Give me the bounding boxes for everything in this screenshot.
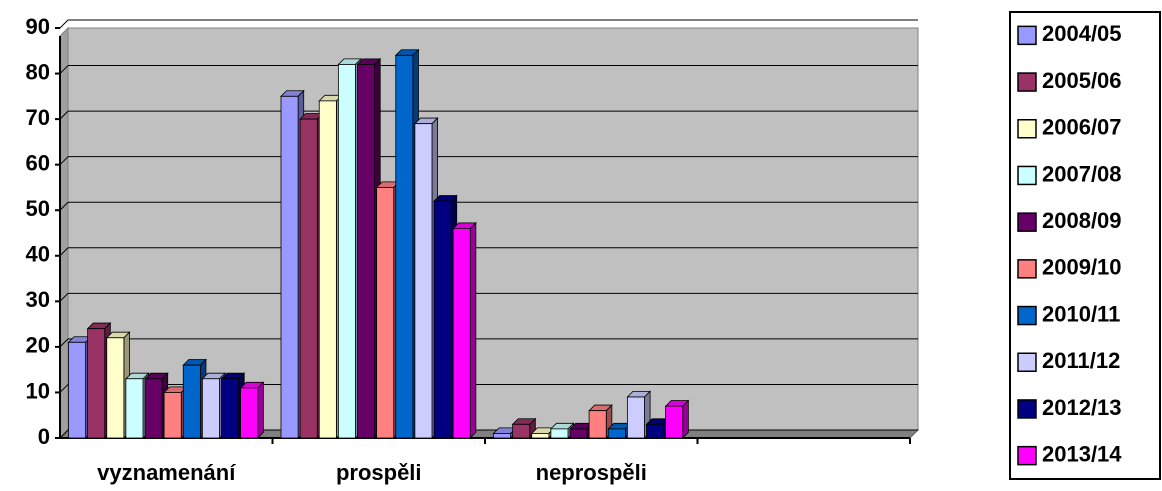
bar [318, 100, 337, 439]
grid-line [59, 429, 69, 439]
grid-line [59, 247, 69, 257]
legend-swatch [1017, 399, 1037, 419]
grid-line [59, 65, 69, 74]
y-tick-label: 10 [26, 378, 50, 403]
bar [357, 64, 376, 439]
bar [106, 337, 125, 439]
legend-label: 2007/08 [1042, 161, 1122, 186]
legend-label: 2013/14 [1042, 441, 1122, 466]
y-tick-label: 60 [26, 150, 50, 175]
bar-side [469, 221, 477, 439]
bar [626, 396, 645, 439]
bar [414, 123, 433, 439]
legend-label: 2012/13 [1042, 395, 1122, 420]
legend-swatch [1017, 25, 1037, 46]
x-tick-label: neprospěli [536, 460, 647, 485]
legend-label: 2010/11 [1042, 301, 1120, 326]
y-tick-label: 20 [26, 333, 50, 358]
bar [144, 378, 163, 439]
bar-side [682, 399, 689, 439]
bar [201, 378, 220, 439]
y-tick-label: 70 [26, 105, 50, 130]
grid-line [59, 156, 69, 166]
y-tick-label: 40 [26, 242, 50, 267]
bar [646, 423, 665, 439]
grid-line [59, 201, 69, 211]
bar [665, 405, 684, 439]
legend-swatch [1017, 165, 1037, 186]
y-tick-label: 30 [26, 287, 50, 312]
y-tick-label: 90 [26, 14, 50, 39]
bar [299, 118, 318, 439]
bar-side [257, 381, 264, 439]
legend-label: 2008/09 [1042, 208, 1122, 233]
bar [531, 433, 550, 439]
y-tick-label: 80 [26, 59, 50, 84]
legend-swatch [1017, 259, 1037, 279]
x-tick-label: prospěli [336, 460, 422, 485]
grid-line [59, 292, 69, 302]
grid-line [59, 19, 69, 29]
bar [87, 328, 106, 439]
x-tick-label: vyznamenání [97, 460, 236, 485]
y-tick-label: 50 [26, 196, 50, 221]
bar [607, 428, 626, 439]
grid-line [59, 384, 69, 393]
grid-line [59, 110, 69, 120]
bar [433, 200, 452, 439]
bar [452, 228, 471, 439]
bar [182, 364, 201, 439]
bar [125, 378, 144, 439]
bar [337, 64, 356, 439]
bar [588, 410, 607, 439]
legend-label: 2006/07 [1042, 115, 1122, 140]
legend-swatch [1017, 119, 1037, 139]
bar [163, 392, 182, 439]
bar [280, 95, 299, 439]
bar [512, 423, 531, 439]
legend-swatch [1017, 445, 1037, 466]
bar [68, 341, 87, 439]
legend-swatch [1017, 352, 1037, 372]
side-wall [59, 26, 69, 440]
legend-swatch [1017, 305, 1037, 326]
legend-label: 2011/12 [1042, 348, 1120, 373]
bar [240, 387, 259, 439]
legend-swatch [1017, 212, 1037, 232]
legend-swatch [1017, 72, 1037, 92]
bar [395, 54, 414, 439]
y-tick-label: 0 [38, 424, 50, 449]
bar [550, 428, 569, 439]
legend-label: 2005/06 [1042, 68, 1122, 93]
bar [221, 378, 240, 439]
bar [569, 428, 588, 439]
bar [376, 187, 395, 439]
bar [493, 433, 512, 439]
grid-line [59, 338, 69, 348]
legend-label: 2009/10 [1042, 255, 1122, 280]
legend-label: 2004/05 [1042, 21, 1122, 46]
